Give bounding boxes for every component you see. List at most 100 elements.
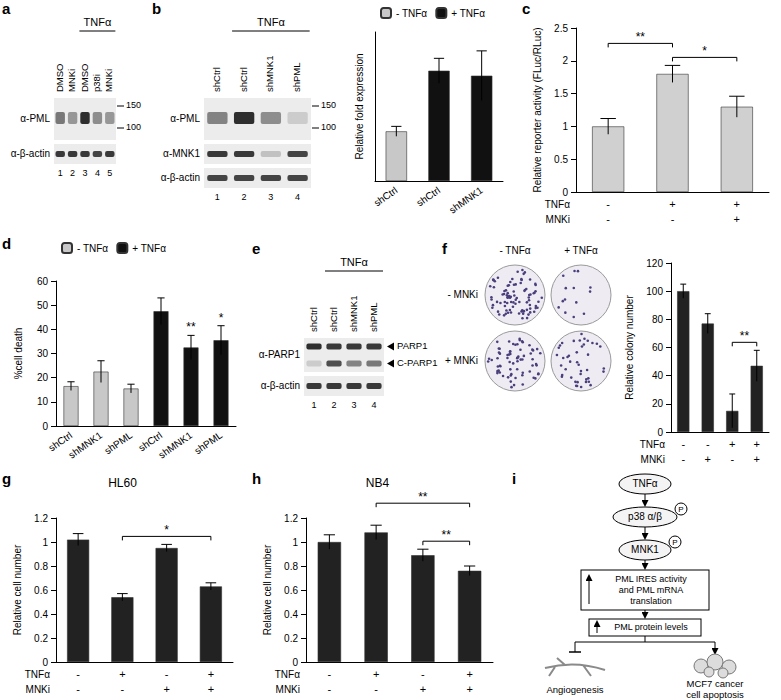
svg-text:1.5: 1.5 [554,88,568,99]
svg-text:MNKi: MNKi [66,69,77,92]
svg-text:-: - [421,668,425,680]
svg-text:150: 150 [126,100,141,110]
svg-text:0.5: 0.5 [554,154,568,165]
svg-text:0: 0 [42,421,48,432]
svg-text:2: 2 [562,55,568,66]
svg-text:shMNK1: shMNK1 [447,184,485,215]
svg-text:MNKi: MNKi [641,454,665,465]
svg-text:60: 60 [652,342,664,353]
svg-text:C-PARP1: C-PARP1 [397,357,437,368]
svg-text:NB4: NB4 [366,476,390,490]
svg-text:4: 4 [371,400,376,410]
svg-text:TNFα: TNFα [632,478,657,489]
svg-text:Relative colony number: Relative colony number [624,295,635,400]
svg-text:**: ** [636,30,646,44]
svg-text:1: 1 [215,192,220,202]
svg-text:1: 1 [292,537,298,548]
svg-text:1: 1 [311,400,316,410]
svg-text:120: 120 [646,258,663,269]
svg-text:**: ** [442,528,452,542]
svg-text:+ TNFα: + TNFα [132,243,166,254]
svg-text:2: 2 [242,192,247,202]
svg-text:-: - [671,213,675,225]
svg-text:1: 1 [42,537,48,548]
svg-text:0.4: 0.4 [34,609,48,620]
svg-text:shPML: shPML [291,62,302,92]
svg-text:+: + [466,683,472,695]
svg-text:5: 5 [107,168,112,178]
svg-text:+: + [420,683,426,695]
svg-text:+ TNFα: + TNFα [451,8,485,19]
svg-text:- TNFα: - TNFα [396,8,427,19]
svg-text:4: 4 [95,168,100,178]
svg-text:0.2: 0.2 [34,633,48,644]
svg-text:TNFα: TNFα [545,199,570,210]
svg-text:-: - [165,668,169,680]
svg-text:2: 2 [331,400,336,410]
svg-text:Relative reporter activity (FL: Relative reporter activity (FLuc/RLuc) [532,27,543,192]
svg-text:100: 100 [646,286,663,297]
svg-text:100: 100 [126,122,141,132]
svg-text:shMNK1: shMNK1 [156,429,194,460]
svg-text:α-PARP1: α-PARP1 [259,349,301,360]
svg-text:- TNFα: - TNFα [77,243,108,254]
svg-text:shCtrl: shCtrl [414,184,442,208]
svg-text:translation: translation [630,596,672,606]
svg-text:10: 10 [37,396,49,407]
svg-text:0.8: 0.8 [284,561,298,572]
svg-text:**: ** [418,490,428,504]
svg-text:p38i: p38i [91,74,102,92]
svg-text:shPML: shPML [102,429,134,456]
svg-text:+: + [373,668,379,680]
svg-text:*: * [702,44,707,58]
svg-text:+: + [734,213,740,225]
svg-text:shCtrl: shCtrl [238,67,249,92]
svg-text:Angiogenesis: Angiogenesis [546,684,603,695]
svg-text:+: + [754,438,760,450]
svg-text:shPML: shPML [192,429,224,456]
svg-text:0.6: 0.6 [34,585,48,596]
svg-text:60: 60 [37,276,49,287]
svg-text:30: 30 [37,348,49,359]
svg-text:**: ** [186,320,196,334]
svg-text:-: - [606,198,610,210]
svg-text:+: + [163,683,169,695]
svg-text:α-PML: α-PML [170,113,200,124]
svg-text:0: 0 [657,427,663,438]
svg-text:DMSO: DMSO [54,64,65,92]
svg-text:-: - [606,213,610,225]
svg-text:%cell death: %cell death [13,328,24,380]
svg-text:shCtrl: shCtrl [211,67,222,92]
svg-text:-: - [76,683,80,695]
svg-text:20: 20 [652,398,664,409]
svg-text:-: - [681,438,685,450]
svg-text:shMNK1: shMNK1 [66,429,104,460]
svg-text:150: 150 [321,100,336,110]
svg-text:1.2: 1.2 [34,513,48,524]
svg-text:40: 40 [652,370,664,381]
svg-text:PML IRES activity: PML IRES activity [615,574,687,584]
svg-text:0: 0 [292,657,298,668]
svg-text:1.2: 1.2 [284,513,298,524]
svg-text:PML protein levels: PML protein levels [614,622,688,632]
svg-text:α-β-actin: α-β-actin [261,380,300,391]
svg-text:100: 100 [321,122,336,132]
svg-text:+: + [729,438,735,450]
svg-text:TNFα: TNFα [84,16,112,28]
svg-text:-: - [681,453,685,465]
svg-text:*: * [164,523,169,537]
svg-text:3: 3 [82,168,87,178]
svg-text:+: + [208,683,214,695]
svg-text:α-β-actin: α-β-actin [11,148,50,159]
svg-text:MNKi: MNKi [26,684,50,695]
svg-text:α-MNK1: α-MNK1 [163,148,200,159]
svg-text:TNFα: TNFα [340,256,368,268]
svg-text:cell apoptosis: cell apoptosis [686,689,744,700]
svg-text:+: + [754,453,760,465]
svg-text:MNKi: MNKi [546,214,570,225]
svg-text:Relative cell number: Relative cell number [12,544,23,635]
svg-text:MNKi: MNKi [103,69,114,92]
svg-text:4: 4 [295,192,300,202]
svg-text:80: 80 [652,314,664,325]
svg-text:+: + [669,198,675,210]
